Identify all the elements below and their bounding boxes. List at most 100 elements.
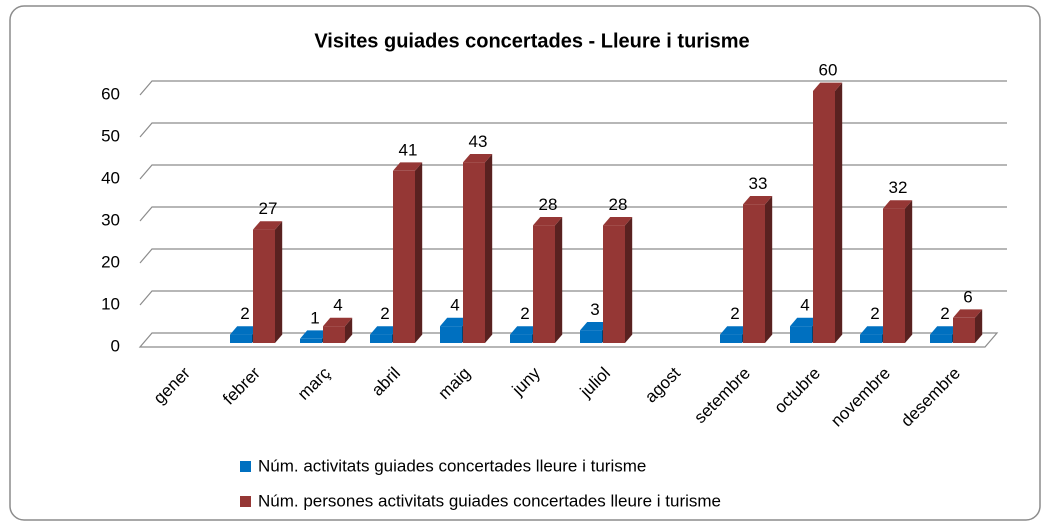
data-label: 2 (240, 304, 249, 323)
bar-front (953, 317, 975, 343)
bar (323, 317, 353, 343)
chart-title: Visites guiades concertades - Lleure i t… (314, 30, 749, 52)
legend-label: Núm. persones activitats guiades concert… (258, 491, 721, 510)
data-label: 33 (749, 174, 768, 193)
y-tick-label: 20 (101, 252, 120, 271)
data-label: 43 (469, 132, 488, 151)
bar-top (930, 326, 960, 335)
y-tick-label: 0 (111, 336, 120, 355)
data-label: 2 (870, 304, 879, 323)
bar-front (510, 334, 532, 343)
bar (813, 82, 843, 343)
bar-top (883, 200, 913, 209)
bar-top (743, 196, 773, 205)
data-label: 32 (889, 178, 908, 197)
grid-line (139, 206, 1007, 222)
data-label: 4 (333, 296, 342, 315)
data-label: 2 (730, 304, 739, 323)
bar-top (603, 217, 633, 226)
bar-side (975, 309, 983, 343)
bar-top (230, 326, 260, 335)
bar (253, 221, 283, 343)
bar-top (533, 217, 563, 226)
data-label: 4 (450, 296, 459, 315)
data-label: 28 (609, 195, 628, 214)
bar-front (253, 229, 275, 343)
bar (603, 217, 633, 343)
bar-side (905, 200, 913, 343)
bar-top (813, 82, 843, 91)
bar-top (953, 309, 983, 318)
bar (393, 162, 423, 343)
y-tick-label: 50 (101, 126, 120, 145)
bar-front (323, 326, 345, 343)
legend-swatch (240, 496, 251, 507)
data-label: 2 (520, 304, 529, 323)
y-tick-label: 10 (101, 294, 120, 313)
data-label: 2 (380, 304, 389, 323)
data-label: 6 (963, 287, 972, 306)
bar-front (790, 326, 812, 343)
bar-top (790, 317, 820, 327)
bar-top (323, 317, 353, 327)
data-label: 41 (399, 140, 418, 159)
bar-side (415, 162, 423, 343)
legend-swatch (240, 461, 251, 472)
bar-front (440, 326, 462, 343)
data-label: 3 (590, 300, 599, 319)
bar-top (720, 326, 750, 335)
bar-front (883, 208, 905, 343)
bar (463, 154, 493, 343)
bar-front (300, 338, 322, 343)
bar-front (230, 334, 252, 343)
bar-top (393, 162, 423, 171)
bar-front (720, 334, 742, 343)
grid-line (139, 248, 1007, 264)
bar-front (533, 225, 555, 343)
bar-side (835, 82, 843, 343)
data-label: 2 (940, 304, 949, 323)
bar-side (625, 217, 633, 343)
grid-line (139, 80, 1007, 96)
bar-front (603, 225, 625, 343)
bar-top (300, 330, 330, 339)
y-tick-label: 60 (101, 84, 120, 103)
bar (743, 196, 773, 343)
bar-front (580, 330, 602, 343)
bar-top (370, 326, 400, 335)
data-label: 4 (800, 296, 809, 315)
bar-side (765, 196, 773, 343)
data-label: 27 (259, 199, 278, 218)
bar-top (440, 317, 470, 327)
bar-top (860, 326, 890, 335)
bar (953, 309, 983, 343)
bar-top (510, 326, 540, 335)
bar-side (555, 217, 563, 343)
bar-top (463, 154, 493, 163)
chart-frame (9, 5, 1041, 521)
bar-front (813, 91, 835, 343)
bar-front (370, 334, 392, 343)
data-label: 1 (310, 308, 319, 327)
bar-top (253, 221, 283, 230)
y-tick-label: 40 (101, 168, 120, 187)
bar-front (743, 204, 765, 343)
data-label: 28 (539, 195, 558, 214)
bar-side (345, 317, 353, 343)
grid-line (139, 164, 1007, 180)
bar-front (860, 334, 882, 343)
bar (883, 200, 913, 343)
floor (138, 332, 999, 348)
bar-side (485, 154, 493, 343)
y-tick-label: 30 (101, 210, 120, 229)
bar-front (393, 170, 415, 343)
grid-line (139, 122, 1007, 138)
bar-front (463, 162, 485, 343)
bar-side (275, 221, 283, 343)
grid-line (139, 290, 1007, 306)
bar-top (580, 322, 610, 331)
bar (533, 217, 563, 343)
legend-label: Núm. activitats guiades concertades lleu… (258, 456, 646, 475)
data-label: 60 (819, 60, 838, 79)
